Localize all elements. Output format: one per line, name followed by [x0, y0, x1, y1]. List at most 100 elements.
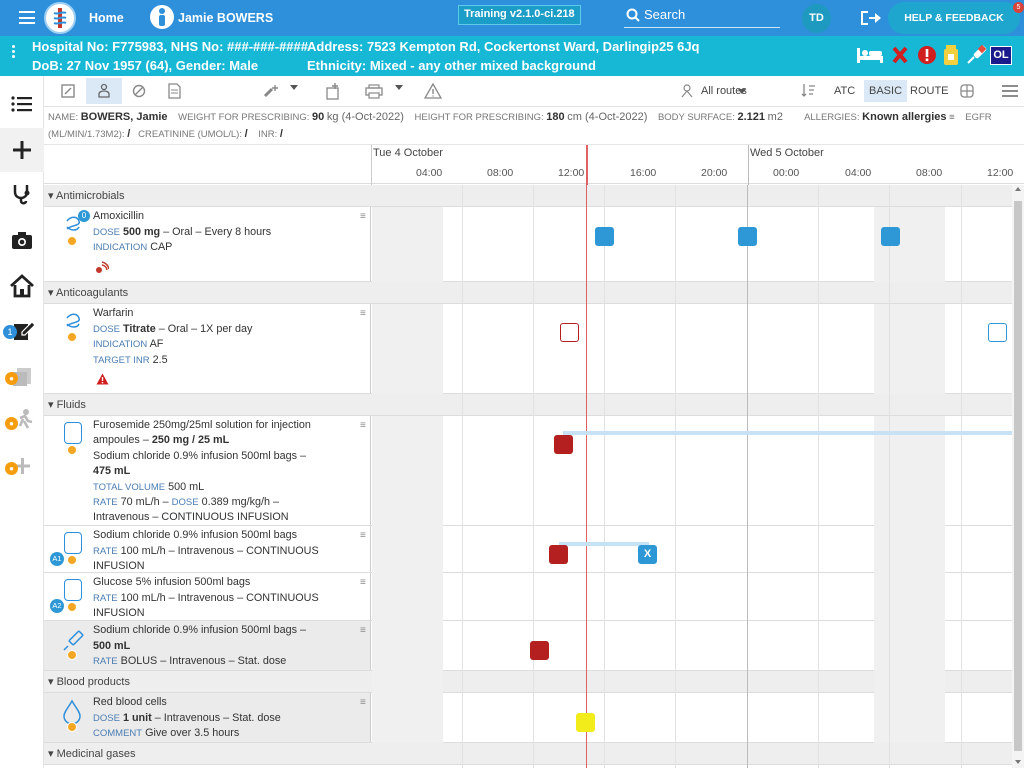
- amoxicillin-dose-marker[interactable]: [595, 227, 614, 246]
- chevron-down-icon[interactable]: [395, 85, 403, 90]
- app-logo[interactable]: [44, 2, 76, 34]
- medication-bottle-icon[interactable]: [943, 44, 959, 66]
- med-row-amoxicillin[interactable]: 0 ≡ Amoxicillin DOSE 500 mg – Oral – Eve…: [44, 207, 1012, 282]
- height-value[interactable]: 180: [546, 111, 565, 123]
- med-row-sodium-chloride-infusion[interactable]: A1 ≡ Sodium chloride 0.9% infusion 500ml…: [44, 526, 1012, 573]
- basic-button[interactable]: BASIC: [864, 80, 908, 102]
- med-details[interactable]: A2 ≡ Glucose 5% infusion 500ml bags RATE…: [44, 573, 371, 620]
- section-header-antimicrobials[interactable]: ▾ Antimicrobials: [44, 185, 1012, 207]
- chevron-down-icon[interactable]: [290, 85, 298, 90]
- camera-icon[interactable]: [8, 226, 36, 254]
- more-vertical-icon[interactable]: [12, 50, 15, 53]
- discontinued-dose-marker[interactable]: X: [638, 545, 657, 564]
- add-prescription-icon[interactable]: [262, 83, 280, 99]
- group-icon[interactable]: [959, 83, 975, 99]
- alert-signal-icon[interactable]: [95, 261, 109, 274]
- routes-select[interactable]: All routes: [701, 85, 747, 97]
- help-feedback-button[interactable]: HELP & FEEDBACK: [888, 2, 1020, 34]
- allergies-value[interactable]: Known allergies: [862, 111, 947, 123]
- allergy-menu-icon[interactable]: ≡: [949, 112, 955, 123]
- med-details[interactable]: A1 ≡ Sodium chloride 0.9% infusion 500ml…: [44, 526, 371, 572]
- scroll-down-icon[interactable]: [1015, 760, 1021, 764]
- section-header-anticoagulants[interactable]: ▾ Anticoagulants: [44, 282, 1012, 304]
- furosemide-dose-marker[interactable]: [554, 435, 573, 454]
- scroll-thumb[interactable]: [1014, 201, 1022, 751]
- section-header-medicinal-gases[interactable]: ▾ Medicinal gases: [44, 743, 1012, 765]
- edit-notes-icon[interactable]: [8, 316, 36, 344]
- user-avatar[interactable]: TD: [802, 4, 831, 33]
- no-entry-icon[interactable]: [132, 84, 146, 98]
- patient-avatar-icon[interactable]: [150, 5, 174, 29]
- clipboard-add-icon[interactable]: [325, 83, 341, 100]
- row-menu-icon[interactable]: ≡: [360, 625, 366, 636]
- house-icon[interactable]: [8, 272, 36, 300]
- blood-dose-marker[interactable]: [576, 713, 595, 732]
- route-button[interactable]: ROUTE: [910, 85, 949, 97]
- hamburger-icon[interactable]: [19, 11, 35, 24]
- total-volume-label: TOTAL VOLUME: [93, 481, 166, 493]
- creatinine-value[interactable]: /: [244, 128, 248, 140]
- locked-add-icon[interactable]: [8, 452, 36, 480]
- syringe-icon[interactable]: [965, 44, 987, 66]
- hour-label: 12:00: [987, 167, 1014, 179]
- med-details[interactable]: ≡ Furosemide 250mg/25ml solution for inj…: [44, 416, 371, 525]
- bed-icon[interactable]: [856, 46, 884, 64]
- notification-badge: 5: [1013, 2, 1024, 13]
- list-icon[interactable]: [8, 90, 36, 118]
- row-menu-icon[interactable]: ≡: [360, 530, 366, 541]
- section-header-fluids[interactable]: ▾ Fluids: [44, 394, 1012, 416]
- atc-button[interactable]: ATC: [834, 85, 856, 97]
- sodium-chloride-dose-marker[interactable]: [549, 545, 568, 564]
- inr-value[interactable]: /: [279, 128, 283, 140]
- med-row-furosemide[interactable]: ≡ Furosemide 250mg/25ml solution for inj…: [44, 416, 1012, 526]
- document-icon[interactable]: [168, 83, 181, 99]
- locked-activity-icon[interactable]: [8, 406, 36, 434]
- med-row-glucose-infusion[interactable]: A2 ≡ Glucose 5% infusion 500ml bags RATE…: [44, 573, 1012, 621]
- home-link[interactable]: Home: [89, 11, 124, 25]
- med-details[interactable]: ≡ Warfarin DOSE Titrate – Oral – 1X per …: [44, 304, 371, 393]
- warning-icon[interactable]: [424, 83, 442, 99]
- row-menu-icon[interactable]: ≡: [360, 420, 366, 431]
- scroll-up-icon[interactable]: [1015, 187, 1021, 191]
- infusion-duration-bar[interactable]: [563, 431, 1012, 435]
- logout-icon[interactable]: [859, 9, 881, 27]
- ol-badge[interactable]: OL: [990, 46, 1012, 65]
- med-details[interactable]: ≡ Sodium chloride 0.9% infusion 500ml ba…: [44, 621, 371, 670]
- bolus-dose-marker[interactable]: [530, 641, 549, 660]
- row-menu-icon[interactable]: ≡: [360, 211, 366, 222]
- med-row-warfarin[interactable]: ≡ Warfarin DOSE Titrate – Oral – 1X per …: [44, 304, 1012, 394]
- vertical-scrollbar[interactable]: [1012, 185, 1024, 768]
- routes-icon[interactable]: [680, 84, 694, 98]
- med-details[interactable]: 0 ≡ Amoxicillin DOSE 500 mg – Oral – Eve…: [44, 207, 371, 281]
- add-icon[interactable]: [8, 136, 36, 164]
- amoxicillin-dose-marker[interactable]: [738, 227, 757, 246]
- warfarin-dose-marker[interactable]: [988, 323, 1007, 342]
- egfr-value[interactable]: /: [127, 128, 131, 140]
- exclamation-alert-icon[interactable]: [917, 45, 937, 65]
- amoxicillin-dose-marker[interactable]: [881, 227, 900, 246]
- infusion-duration-bar[interactable]: [559, 542, 649, 546]
- med-row-sodium-chloride-bolus[interactable]: ≡ Sodium chloride 0.9% infusion 500ml ba…: [44, 621, 1012, 671]
- sort-icon[interactable]: [801, 83, 816, 98]
- print-icon[interactable]: [365, 84, 383, 99]
- warfarin-dose-marker[interactable]: [560, 323, 579, 342]
- med-name: Sodium chloride 0.9% infusion 500ml bags: [93, 529, 298, 541]
- chart-view-icon[interactable]: [61, 84, 75, 98]
- warning-triangle-icon[interactable]: [96, 373, 109, 385]
- cross-alert-icon[interactable]: [891, 45, 909, 65]
- med-row-red-blood-cells[interactable]: ≡ Red blood cells DOSE 1 unit – Intraven…: [44, 693, 1012, 743]
- patient-name[interactable]: Jamie BOWERS: [178, 11, 274, 25]
- menu-icon[interactable]: [1002, 85, 1018, 97]
- search-field[interactable]: Search: [624, 6, 780, 28]
- stethoscope-icon[interactable]: [8, 180, 36, 208]
- weight-value[interactable]: 90: [312, 111, 325, 123]
- section-header-blood-products[interactable]: ▾ Blood products: [44, 671, 1012, 693]
- med-details[interactable]: ≡ Red blood cells DOSE 1 unit – Intraven…: [44, 693, 371, 742]
- row-menu-icon[interactable]: ≡: [360, 308, 366, 319]
- dose-status-icon: [67, 650, 77, 660]
- row-menu-icon[interactable]: ≡: [360, 577, 366, 588]
- chevron-down-icon[interactable]: [738, 89, 746, 94]
- row-menu-icon[interactable]: ≡: [360, 697, 366, 708]
- patient-info-strip: NAME: BOWERS, Jamie WEIGHT FOR PRESCRIBI…: [44, 108, 1024, 144]
- active-view-button[interactable]: [86, 78, 122, 104]
